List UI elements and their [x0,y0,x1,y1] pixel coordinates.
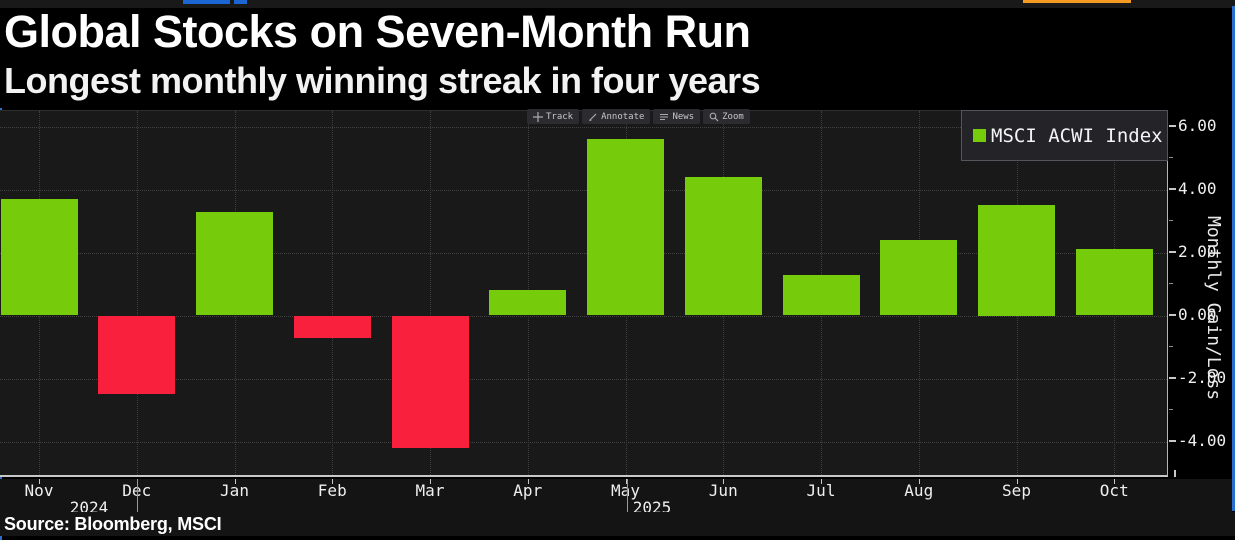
month-label: Jun [708,481,738,500]
y-tick [1169,313,1176,316]
gridline-vertical [430,111,431,475]
bar-nov[interactable] [0,198,78,316]
browser-tab-fragment-orange [1023,0,1131,3]
legend-swatch [973,129,986,142]
x-tick [723,479,725,484]
gridline-horizontal [0,126,1167,128]
browser-tab-fragment [234,0,247,4]
x-tick [918,479,920,484]
y-tick [1169,439,1176,442]
y-tick [1169,376,1176,379]
toolbar-button-zoom[interactable]: Zoom [703,109,750,124]
x-axis-end-tick [1174,470,1176,477]
x-tick [527,479,529,484]
month-label: Mar [415,481,445,500]
bar-jun[interactable] [684,176,762,316]
toolbar-button-annotate[interactable]: Annotate [582,109,651,124]
track-icon [533,111,543,122]
x-tick [1016,479,1018,484]
toolbar-button-label: Zoom [722,111,744,122]
gridline-horizontal [0,189,1167,191]
y-tick-label: -4.00 [1178,430,1227,450]
y-minor-tick [1169,283,1173,284]
y-minor-tick [1169,346,1173,347]
bar-mar[interactable] [391,315,469,448]
browser-tab-fragment [183,0,230,4]
toolbar-button-news[interactable]: News [653,109,701,124]
gridline-horizontal [0,252,1167,254]
gridline-vertical [136,111,138,475]
x-tick [821,479,822,484]
source-note: Source: Bloomberg, MSCI [4,514,222,534]
month-label: Aug [904,481,934,500]
y-minor-tick [1169,409,1173,410]
y-tick [1169,250,1176,253]
x-tick [39,479,40,484]
month-label: Feb [317,481,347,500]
y-axis-title: Monthly Gain/Loss [1203,216,1224,401]
bar-aug[interactable] [880,239,958,316]
bar-sep[interactable] [978,205,1055,316]
bar-feb[interactable] [293,315,371,338]
legend-label: MSCI ACWI Index [991,124,1163,147]
x-tick [430,479,431,484]
toolbar-button-label: News [672,111,695,122]
y-tick [1169,124,1176,127]
y-minor-tick [1169,220,1173,221]
bar-oct[interactable] [1075,249,1153,316]
month-label: Sep [1002,481,1031,500]
gridline-horizontal [0,378,1167,380]
month-label: Nov [24,481,54,500]
year-boundary-tick [137,479,138,512]
y-tick-label: 2.00 [1178,241,1217,261]
toolbar-button-label: Track [546,111,574,122]
chart-title: Global Stocks on Seven-Month Run [4,6,751,57]
month-label: Dec [102,481,172,500]
x-tick [625,479,627,484]
plot-area [0,110,1168,477]
y-tick [1169,187,1176,190]
x-axis-band [0,479,1232,515]
gridline-horizontal [0,315,1167,317]
y-tick-label: 6.00 [1178,115,1217,135]
news-icon [659,112,669,122]
toolbar-button-label: Annotate [601,111,645,122]
annotate-icon [588,112,598,122]
bar-may[interactable] [587,139,664,316]
x-tick [332,479,334,484]
month-label: May [611,481,640,500]
x-tick [1114,479,1116,484]
gridline-horizontal [0,441,1167,443]
month-label: Jul [806,481,836,500]
window-edge-right [1232,6,1235,511]
month-label: Oct [1099,481,1129,500]
source-bar [0,512,1235,536]
chart-toolbar: Track Annotate News Zoom [527,109,750,124]
window-top-strip [0,0,1235,8]
y-minor-tick [1169,157,1173,158]
y-tick-label: 0.00 [1178,304,1217,324]
y-tick-label: 4.00 [1178,178,1217,198]
month-label: Jan [220,481,249,500]
zoom-icon [709,112,719,122]
chart-subtitle: Longest monthly winning streak in four y… [4,60,761,101]
bar-apr[interactable] [489,290,567,316]
bar-jan[interactable] [196,211,273,316]
bar-jul[interactable] [782,274,860,316]
x-tick [234,479,236,484]
legend[interactable]: MSCI ACWI Index [961,110,1168,161]
toolbar-button-track[interactable]: Track [527,109,580,124]
y-tick-label: -2.00 [1178,367,1227,387]
year-boundary-tick [627,479,628,512]
bar-dec[interactable] [98,315,176,395]
gridline-vertical [332,111,334,475]
month-label: Apr [513,481,543,500]
